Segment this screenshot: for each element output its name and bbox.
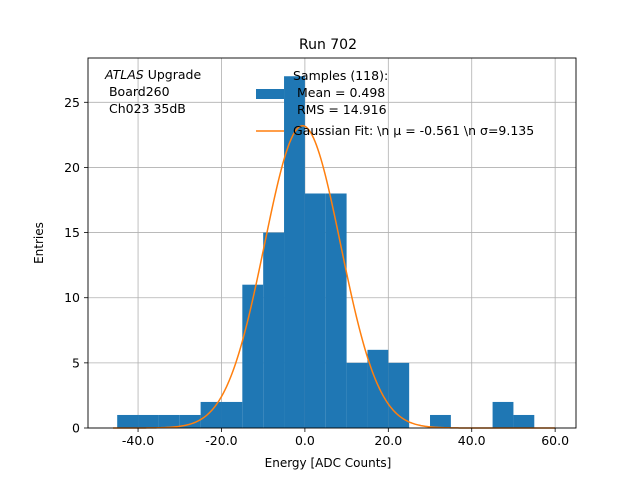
y-ticks: 0 5 10 15 20 25 — [64, 95, 88, 436]
histogram-bar — [388, 362, 410, 428]
histogram-bar — [242, 284, 264, 428]
x-tick-label: -40.0 — [122, 433, 154, 448]
histogram-bars — [117, 76, 535, 428]
legend: Samples (118): Mean = 0.498 RMS = 14.916… — [256, 68, 534, 138]
x-tick-label: 40.0 — [458, 433, 486, 448]
histogram-bar — [304, 193, 326, 428]
legend-fit-label: Gaussian Fit: \n μ = -0.561 \n σ=9.135 — [293, 123, 534, 138]
legend-hist-line3: RMS = 14.916 — [293, 102, 387, 117]
histogram-bar — [492, 401, 514, 428]
atlas-annotation-channel: Ch023 35dB — [105, 101, 186, 116]
atlas-italic: ATLAS — [104, 67, 144, 82]
y-tick-label: 20 — [64, 160, 80, 175]
histogram-bar — [117, 414, 139, 428]
x-tick-label: 0.0 — [295, 433, 315, 448]
histogram-bar — [346, 362, 368, 428]
histogram-bar — [263, 232, 285, 428]
axes-frame — [87, 57, 577, 429]
legend-hist-swatch — [256, 89, 284, 99]
x-tick-label: 60.0 — [541, 433, 569, 448]
histogram-bar — [284, 76, 305, 428]
x-tick-label: 20.0 — [374, 433, 402, 448]
legend-hist-line1: Samples (118): — [293, 68, 388, 83]
atlas-upgrade: Upgrade — [144, 67, 202, 82]
x-tick-label: -20.0 — [205, 433, 237, 448]
y-tick-label: 5 — [72, 355, 80, 370]
x-axis-label: Energy [ADC Counts] — [265, 456, 392, 470]
histogram-bar — [221, 401, 243, 428]
y-tick-label: 25 — [64, 95, 80, 110]
y-tick-label: 15 — [64, 225, 80, 240]
histogram-bar — [430, 414, 451, 428]
histogram-bar — [158, 414, 180, 428]
atlas-annotation-line1: ATLAS Upgrade — [104, 67, 201, 82]
y-axis-label: Entries — [32, 222, 46, 264]
histogram-bar — [367, 349, 389, 428]
histogram-bar — [138, 414, 159, 428]
chart-title: Run 702 — [299, 37, 357, 53]
y-tick-label: 0 — [72, 421, 80, 436]
x-ticks: -40.0 -20.0 0.0 20.0 40.0 60.0 — [122, 428, 569, 448]
atlas-annotation-board: Board260 — [105, 84, 170, 99]
histogram-bar — [325, 193, 347, 428]
histogram-bar — [513, 414, 535, 428]
legend-hist-line2: Mean = 0.498 — [293, 85, 385, 100]
histogram-bar — [200, 401, 222, 428]
y-tick-label: 10 — [64, 290, 80, 305]
